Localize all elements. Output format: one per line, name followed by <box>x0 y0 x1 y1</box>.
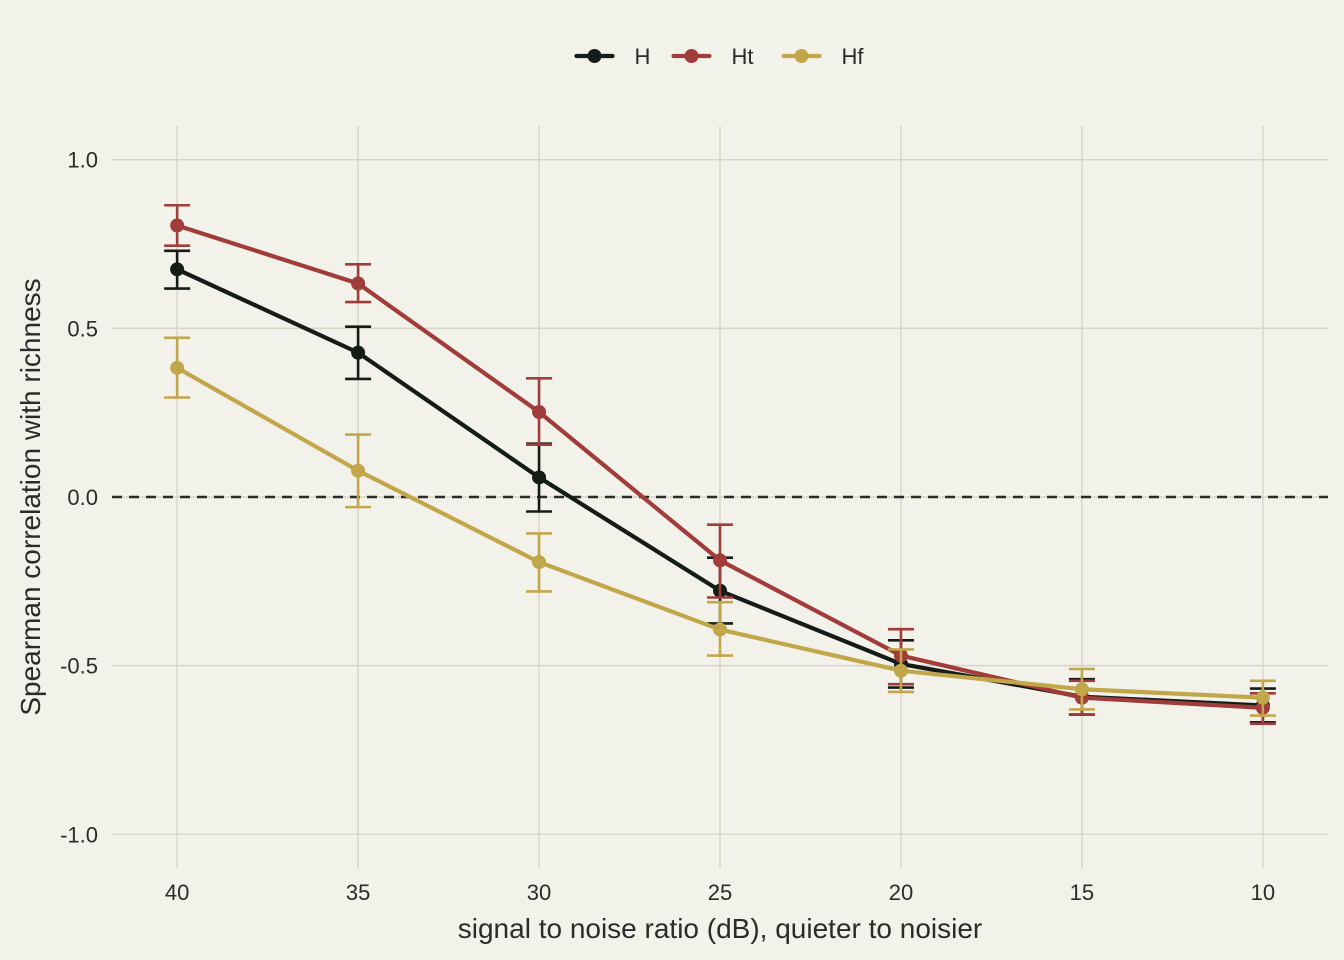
legend-item-Ht: Ht <box>671 44 754 69</box>
x-axis-title: signal to noise ratio (dB), quieter to n… <box>458 913 983 944</box>
series-Hf <box>164 336 1276 717</box>
data-point <box>170 360 185 375</box>
data-point <box>532 555 547 570</box>
legend-key-marker <box>587 49 602 63</box>
y-tick-label: -0.5 <box>60 654 98 679</box>
data-point <box>713 553 727 568</box>
legend-key-marker <box>684 49 699 63</box>
data-point <box>170 262 185 277</box>
data-point <box>893 663 908 678</box>
x-tick-label: 20 <box>889 880 913 905</box>
legend-item-Hf: Hf <box>781 44 865 69</box>
data-point <box>170 218 185 233</box>
x-tick-label: 15 <box>1070 880 1094 905</box>
data-point <box>351 276 366 291</box>
data-point <box>351 463 366 478</box>
legend-label: Hf <box>842 44 865 69</box>
y-tick-label: 0.5 <box>67 316 98 341</box>
series-group <box>164 203 1276 725</box>
x-tick-label: 25 <box>708 880 732 905</box>
x-tick-label: 40 <box>165 880 189 905</box>
y-tick-label: 0.0 <box>67 485 98 510</box>
data-point <box>351 345 366 360</box>
y-tick-label: 1.0 <box>67 148 98 173</box>
data-point <box>1255 690 1270 705</box>
data-point <box>713 622 727 637</box>
legend-key-marker <box>794 49 809 63</box>
data-point <box>1074 682 1089 697</box>
legend: H Ht Hf <box>574 44 865 69</box>
y-tick-label: -1.0 <box>60 822 98 847</box>
data-point <box>532 470 547 485</box>
x-axis-ticks: 40 35 30 25 20 15 10 <box>165 880 1275 905</box>
x-tick-label: 30 <box>527 880 551 905</box>
legend-item-H: H <box>574 44 651 69</box>
legend-label: H <box>635 44 651 69</box>
y-axis-title: Spearman correlation with richness <box>15 278 46 715</box>
data-point <box>532 405 547 420</box>
x-tick-label: 10 <box>1251 880 1275 905</box>
legend-label: Ht <box>732 44 754 69</box>
x-tick-label: 35 <box>346 880 370 905</box>
y-axis-ticks: 1.0 0.5 0.0 -0.5 -1.0 <box>60 148 98 848</box>
